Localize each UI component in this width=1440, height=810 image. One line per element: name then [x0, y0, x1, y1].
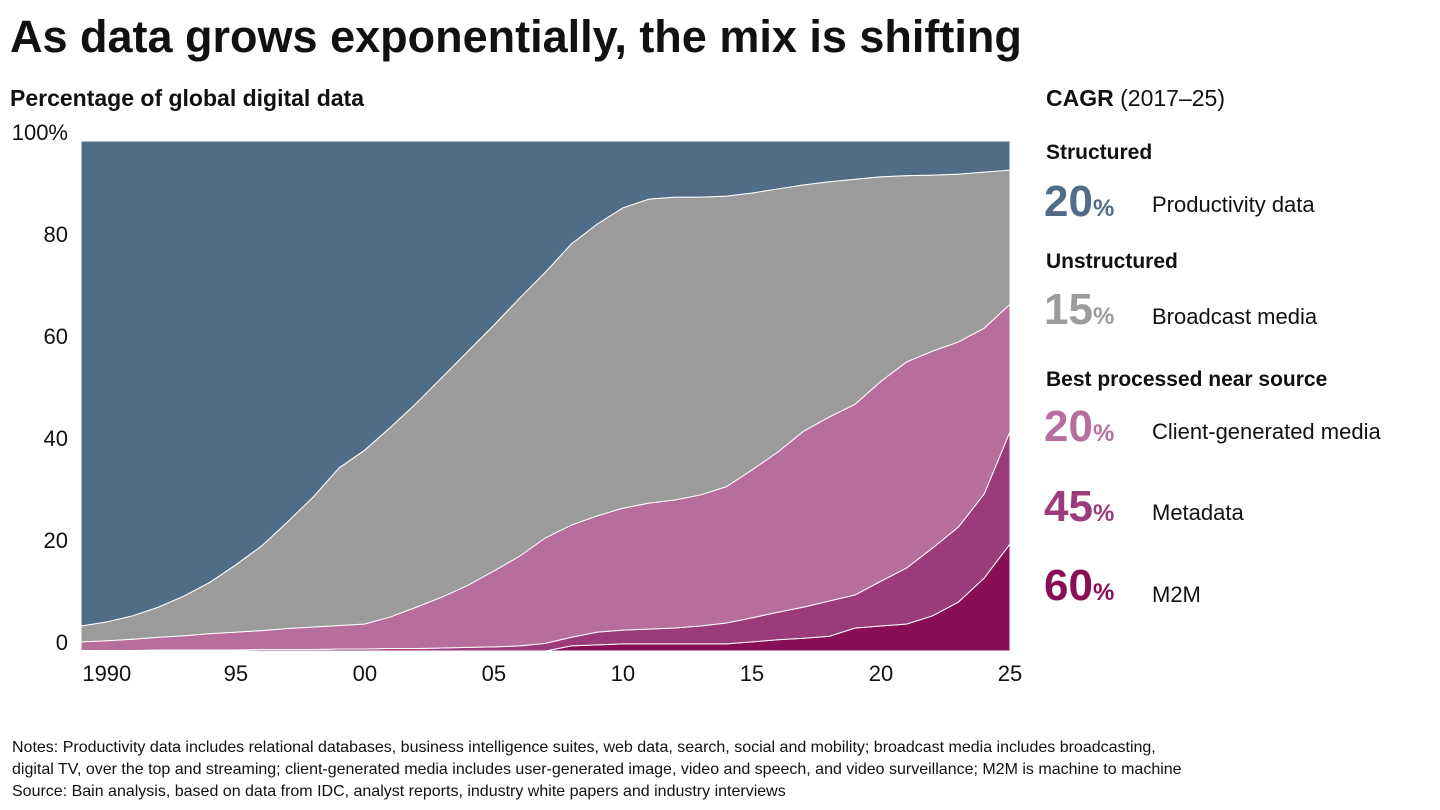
legend-cagr: 15% [1044, 285, 1114, 334]
legend-cagr: 20% [1044, 402, 1114, 451]
note-line: Notes: Productivity data includes relati… [12, 739, 1156, 756]
x-tick-label: 25 [998, 661, 1022, 686]
area [80, 140, 1011, 627]
legend-cagr-unit: % [1093, 579, 1114, 606]
legend-cagr-unit: % [1093, 420, 1114, 447]
legend-label: Productivity data [1152, 192, 1315, 217]
legend-cagr-unit: % [1093, 303, 1114, 330]
y-tick-label: 80 [44, 222, 68, 247]
legend-cagr-unit: % [1093, 500, 1114, 527]
legend-cagr-value: 45 [1044, 482, 1093, 531]
x-tick-label: 10 [611, 661, 635, 686]
notes: Notes: Productivity data includes relati… [12, 739, 1182, 800]
x-tick-label: 1990 [82, 661, 131, 686]
x-tick-label: 05 [482, 661, 506, 686]
x-tick-label: 95 [224, 661, 248, 686]
legend-cagr: 20% [1044, 177, 1114, 226]
legend-heading: Best processed near source [1046, 368, 1327, 391]
legend-cagr-value: 20 [1044, 402, 1093, 451]
x-tick-label: 15 [740, 661, 764, 686]
y-tick-label: 60 [44, 324, 68, 349]
legend-label: Metadata [1152, 500, 1244, 525]
legend-label: Client-generated media [1152, 419, 1381, 444]
legend-heading: Unstructured [1046, 250, 1178, 273]
legend-cagr: 45% [1044, 482, 1114, 531]
plot-area [80, 140, 1011, 652]
x-tick-label: 20 [869, 661, 893, 686]
legend-cagr-unit: % [1093, 195, 1114, 222]
legend-label: Broadcast media [1152, 304, 1318, 329]
legend-label: M2M [1152, 582, 1201, 607]
x-tick-label: 00 [353, 661, 377, 686]
legend-cagr: 60% [1044, 561, 1114, 610]
chart-title: As data grows exponentially, the mix is … [10, 11, 1022, 62]
chart-subtitle: Percentage of global digital data [10, 85, 364, 111]
legend-title-text: CAGR [1046, 85, 1114, 111]
y-tick-label: 0 [56, 630, 68, 655]
note-line: digital TV, over the top and streaming; … [12, 761, 1182, 778]
note-line: Source: Bain analysis, based on data fro… [12, 783, 786, 800]
legend: CAGR (2017–25) Structured Unstructured B… [1046, 85, 1327, 391]
legend-heading: Structured [1046, 141, 1152, 164]
legend-title: CAGR (2017–25) [1046, 85, 1225, 111]
y-tick-label: 20 [44, 528, 68, 553]
legend-cagr-value: 15 [1044, 285, 1093, 334]
legend-cagr-value: 60 [1044, 561, 1093, 610]
y-tick-label: 100% [12, 120, 68, 145]
legend-cagr-value: 20 [1044, 177, 1093, 226]
y-tick-label: 40 [44, 426, 68, 451]
legend-period: (2017–25) [1120, 85, 1225, 111]
